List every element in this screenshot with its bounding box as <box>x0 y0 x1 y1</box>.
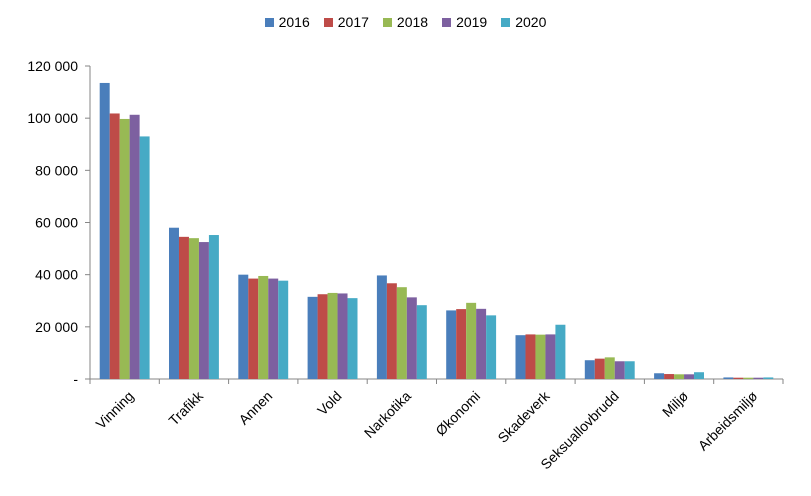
bar-2020 <box>694 372 704 379</box>
bar-2018 <box>535 334 546 379</box>
bar-2018 <box>466 302 477 379</box>
bar-2016 <box>307 296 318 379</box>
bar-2018 <box>258 275 269 379</box>
bar-2020 <box>763 377 774 379</box>
legend-swatch <box>442 17 452 27</box>
bar-2020 <box>208 235 219 379</box>
bar-2019 <box>406 297 417 379</box>
y-tick-label: 40 000 <box>35 267 78 283</box>
legend: 2016 2017 2018 2019 2020 <box>0 14 811 30</box>
bar-2020 <box>416 305 427 379</box>
bar-2016 <box>99 82 110 380</box>
bar-2020 <box>486 315 497 379</box>
legend-label: 2020 <box>515 14 547 30</box>
bar-2018 <box>743 377 754 379</box>
legend-item-2017: 2017 <box>323 14 369 30</box>
bar-2020 <box>624 361 635 379</box>
bar-2016 <box>238 274 249 379</box>
y-tick-label: 80 000 <box>35 162 78 178</box>
bar-2019 <box>268 278 279 379</box>
bar-2018 <box>327 292 338 379</box>
y-tick-label: 100 000 <box>27 110 78 126</box>
bar-2017 <box>178 236 189 379</box>
bar-2016 <box>723 377 734 379</box>
bar-2019 <box>545 334 556 379</box>
bar-2017 <box>525 334 536 379</box>
legend-item-2016: 2016 <box>264 14 310 30</box>
x-tick-label: Trafikk <box>165 387 206 428</box>
bar-2019 <box>129 114 140 380</box>
legend-item-2018: 2018 <box>382 14 429 30</box>
bar-2018 <box>119 118 130 380</box>
bar-2019 <box>476 308 487 379</box>
bar-2017 <box>386 283 397 379</box>
x-tick-label: Skadeverk <box>494 387 553 446</box>
legend-swatch <box>264 17 274 27</box>
bar-2017 <box>664 374 675 379</box>
bar-2017 <box>594 358 605 379</box>
legend-swatch <box>382 17 392 27</box>
bar-2017 <box>248 278 259 379</box>
legend-item-2019: 2019 <box>442 14 487 30</box>
bar-2016 <box>376 275 387 379</box>
x-tick-label: Vinning <box>93 388 137 432</box>
bar-2017 <box>456 309 467 379</box>
bar-2018 <box>674 374 685 379</box>
y-tick-label: 120 000 <box>27 58 78 74</box>
bar-2019 <box>753 377 764 379</box>
bar-2019 <box>198 242 209 379</box>
legend-label: 2017 <box>337 14 369 30</box>
bar-2016 <box>515 335 526 379</box>
bar-2017 <box>317 294 328 379</box>
legend-swatch <box>501 17 511 27</box>
bar-2017 <box>733 377 744 379</box>
bar-2020 <box>139 136 150 379</box>
bar-2019 <box>614 361 625 379</box>
y-tick-label: 20 000 <box>35 319 78 335</box>
bar-2018 <box>604 357 615 379</box>
x-tick-label: Vold <box>314 388 345 419</box>
bar-2017 <box>109 113 120 379</box>
x-tick-label: Annen <box>235 388 275 428</box>
bar-2020 <box>555 324 566 379</box>
bar-2016 <box>169 227 179 379</box>
legend-label: 2019 <box>456 14 488 30</box>
y-tick-label: - <box>73 371 78 387</box>
legend-swatch <box>323 17 333 27</box>
bar-2019 <box>684 374 695 379</box>
legend-item-2020: 2020 <box>501 14 546 30</box>
bar-2018 <box>188 238 199 379</box>
x-tick-label: Arbeidsmiljø <box>695 387 761 453</box>
x-tick-label: Miljø <box>659 387 692 420</box>
legend-label: 2018 <box>396 14 429 30</box>
bar-2019 <box>337 293 348 379</box>
y-tick-label: 60 000 <box>35 215 78 231</box>
x-tick-label: Økonomi <box>432 388 483 439</box>
bar-2018 <box>396 287 407 379</box>
bar-2020 <box>347 298 358 379</box>
bar-2016 <box>654 373 665 379</box>
bar-2020 <box>278 280 289 379</box>
bar-2016 <box>446 310 457 379</box>
bar-2016 <box>584 360 595 379</box>
legend-label: 2016 <box>278 14 310 30</box>
x-tick-label: Narkotika <box>361 388 414 441</box>
